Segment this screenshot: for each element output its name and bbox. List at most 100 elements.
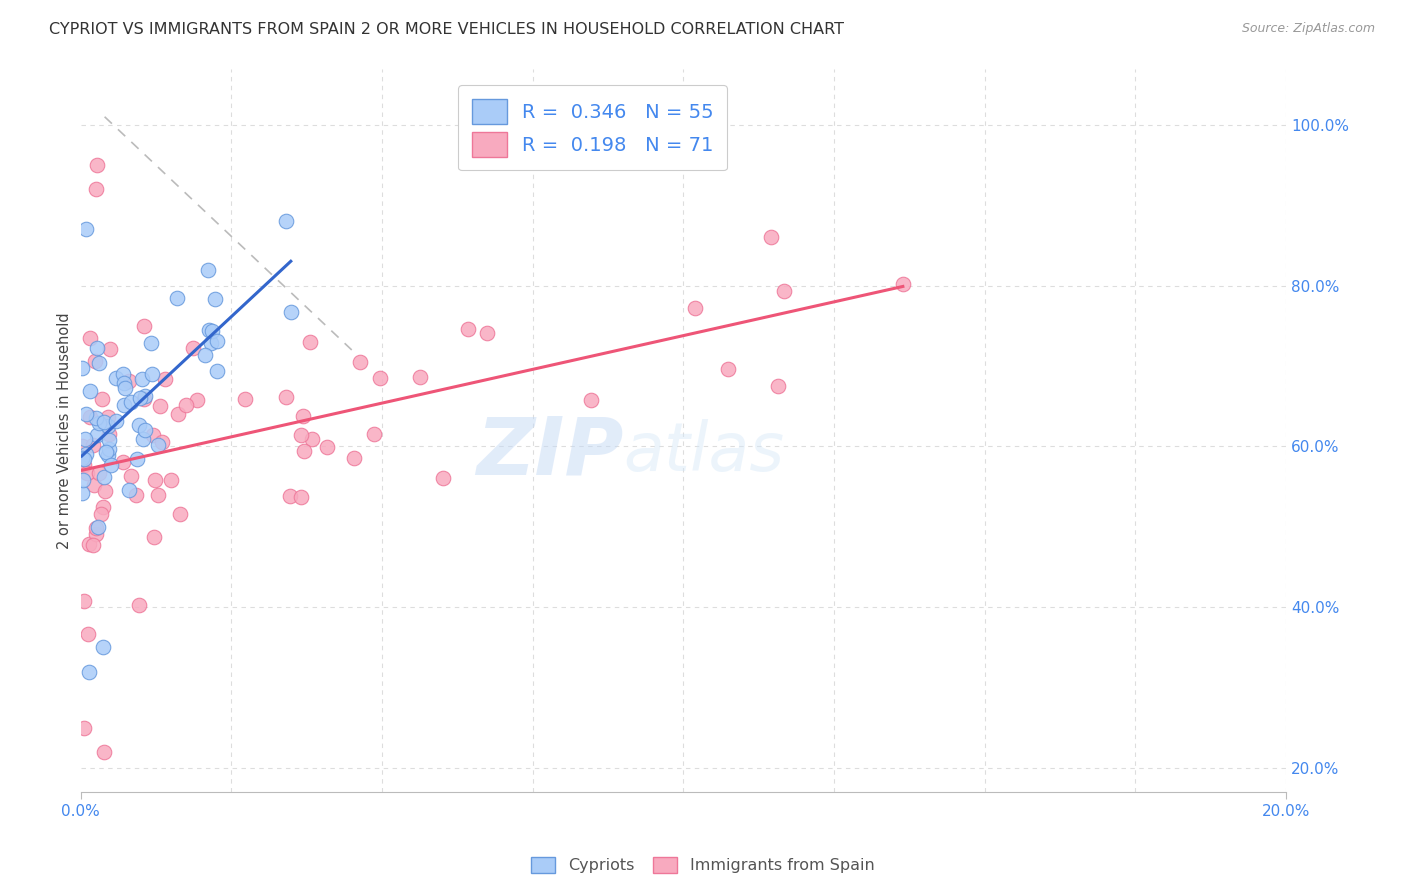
Cypriots bbox=[112, 398, 135, 412]
Immigrants from Spain bbox=[291, 409, 314, 423]
Cypriots bbox=[89, 416, 111, 430]
Cypriots bbox=[97, 449, 120, 463]
Immigrants from Spain bbox=[79, 331, 101, 345]
Immigrants from Spain bbox=[167, 407, 190, 421]
Immigrants from Spain bbox=[142, 530, 165, 544]
Cypriots bbox=[194, 347, 217, 361]
Cypriots bbox=[146, 438, 169, 452]
Cypriots bbox=[86, 520, 108, 534]
Immigrants from Spain bbox=[891, 277, 914, 291]
Immigrants from Spain bbox=[84, 521, 107, 535]
Cypriots bbox=[114, 381, 136, 395]
Immigrants from Spain bbox=[761, 230, 783, 244]
Cypriots bbox=[72, 473, 94, 487]
Immigrants from Spain bbox=[84, 526, 107, 541]
Cypriots bbox=[104, 415, 127, 429]
Immigrants from Spain bbox=[343, 450, 366, 465]
Immigrants from Spain bbox=[142, 428, 165, 442]
Cypriots bbox=[86, 341, 108, 355]
Cypriots bbox=[72, 452, 94, 467]
Immigrants from Spain bbox=[186, 393, 208, 408]
Immigrants from Spain bbox=[363, 426, 385, 441]
Immigrants from Spain bbox=[121, 469, 143, 483]
Immigrants from Spain bbox=[233, 392, 256, 406]
Immigrants from Spain bbox=[124, 488, 146, 502]
Immigrants from Spain bbox=[111, 455, 134, 469]
Immigrants from Spain bbox=[118, 374, 141, 388]
Immigrants from Spain bbox=[408, 370, 430, 384]
Immigrants from Spain bbox=[149, 399, 172, 413]
Immigrants from Spain bbox=[128, 598, 150, 612]
Cypriots bbox=[86, 428, 108, 442]
Immigrants from Spain bbox=[457, 322, 479, 336]
Cypriots bbox=[197, 263, 219, 277]
Immigrants from Spain bbox=[316, 440, 339, 454]
Immigrants from Spain bbox=[90, 392, 112, 406]
Cypriots bbox=[276, 214, 298, 228]
Immigrants from Spain bbox=[160, 473, 183, 487]
Immigrants from Spain bbox=[349, 355, 371, 369]
Immigrants from Spain bbox=[97, 427, 120, 442]
Immigrants from Spain bbox=[290, 428, 312, 442]
Immigrants from Spain bbox=[79, 410, 101, 425]
Cypriots bbox=[87, 356, 110, 370]
Immigrants from Spain bbox=[82, 538, 104, 552]
Immigrants from Spain bbox=[301, 432, 323, 446]
Immigrants from Spain bbox=[77, 627, 100, 641]
Text: Source: ZipAtlas.com: Source: ZipAtlas.com bbox=[1241, 22, 1375, 36]
Legend: Cypriots, Immigrants from Spain: Cypriots, Immigrants from Spain bbox=[524, 850, 882, 880]
Cypriots bbox=[166, 291, 188, 305]
Immigrants from Spain bbox=[146, 487, 169, 501]
Immigrants from Spain bbox=[86, 158, 108, 172]
Cypriots bbox=[128, 417, 150, 432]
Text: ZIP: ZIP bbox=[475, 413, 623, 491]
Immigrants from Spain bbox=[290, 490, 312, 504]
Immigrants from Spain bbox=[432, 471, 454, 485]
Immigrants from Spain bbox=[143, 473, 166, 487]
Cypriots bbox=[200, 335, 222, 350]
Cypriots bbox=[132, 432, 155, 446]
Cypriots bbox=[125, 452, 148, 467]
Immigrants from Spain bbox=[90, 507, 112, 521]
Cypriots bbox=[75, 446, 97, 460]
Text: atlas: atlas bbox=[623, 419, 785, 485]
Immigrants from Spain bbox=[134, 319, 156, 334]
Cypriots bbox=[207, 364, 229, 378]
Cypriots bbox=[114, 376, 136, 391]
Immigrants from Spain bbox=[83, 478, 105, 492]
Immigrants from Spain bbox=[683, 301, 706, 316]
Immigrants from Spain bbox=[717, 362, 740, 376]
Immigrants from Spain bbox=[152, 435, 174, 450]
Cypriots bbox=[204, 292, 226, 306]
Immigrants from Spain bbox=[76, 466, 98, 480]
Cypriots bbox=[280, 305, 302, 319]
Immigrants from Spain bbox=[132, 392, 155, 406]
Immigrants from Spain bbox=[73, 458, 96, 472]
Cypriots bbox=[79, 665, 101, 679]
Immigrants from Spain bbox=[368, 371, 391, 385]
Cypriots bbox=[134, 389, 156, 403]
Immigrants from Spain bbox=[153, 371, 176, 385]
Cypriots bbox=[72, 360, 94, 375]
Immigrants from Spain bbox=[87, 466, 110, 480]
Cypriots bbox=[201, 325, 224, 339]
Immigrants from Spain bbox=[93, 745, 115, 759]
Immigrants from Spain bbox=[84, 182, 107, 196]
Cypriots bbox=[198, 323, 221, 337]
Immigrants from Spain bbox=[91, 500, 114, 515]
Immigrants from Spain bbox=[299, 335, 322, 350]
Immigrants from Spain bbox=[83, 354, 105, 368]
Immigrants from Spain bbox=[82, 438, 104, 452]
Immigrants from Spain bbox=[72, 439, 94, 453]
Immigrants from Spain bbox=[97, 409, 120, 424]
Cypriots bbox=[141, 367, 163, 381]
Cypriots bbox=[93, 470, 115, 484]
Immigrants from Spain bbox=[292, 444, 315, 458]
Cypriots bbox=[205, 334, 228, 348]
Legend: R =  0.346   N = 55, R =  0.198   N = 71: R = 0.346 N = 55, R = 0.198 N = 71 bbox=[458, 86, 727, 170]
Cypriots bbox=[70, 450, 93, 465]
Cypriots bbox=[79, 384, 101, 399]
Immigrants from Spain bbox=[94, 483, 117, 498]
Y-axis label: 2 or more Vehicles in Household: 2 or more Vehicles in Household bbox=[58, 312, 72, 549]
Immigrants from Spain bbox=[773, 284, 796, 298]
